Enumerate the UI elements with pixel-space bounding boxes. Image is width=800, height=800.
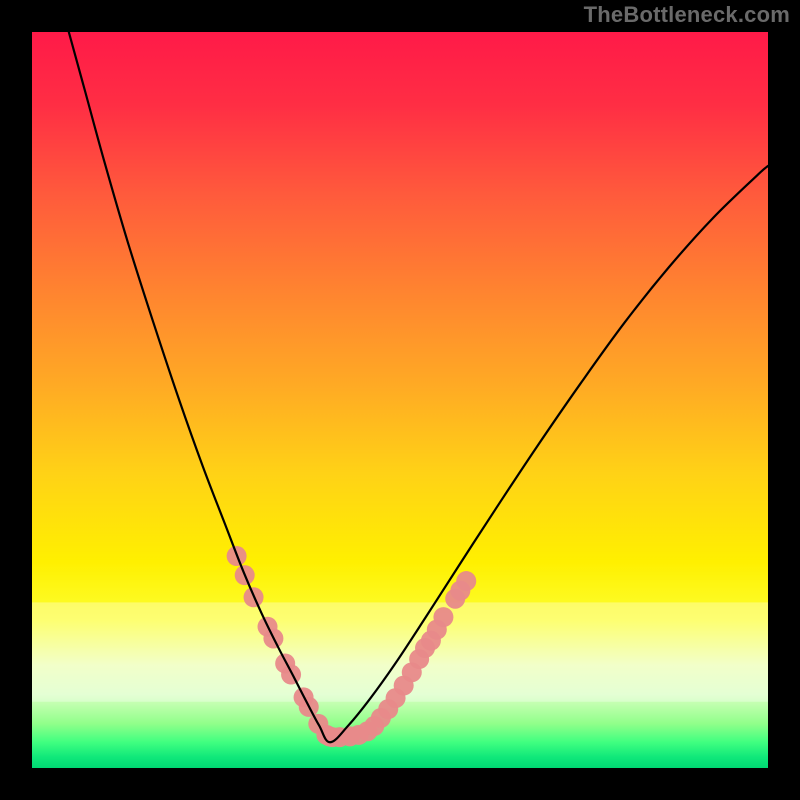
marker-dot [281, 665, 301, 685]
bottleneck-chart [0, 0, 800, 800]
plot-area [32, 32, 768, 768]
marker-dot [456, 571, 476, 591]
watermark-text: TheBottleneck.com [584, 2, 790, 28]
marker-dot [433, 607, 453, 627]
